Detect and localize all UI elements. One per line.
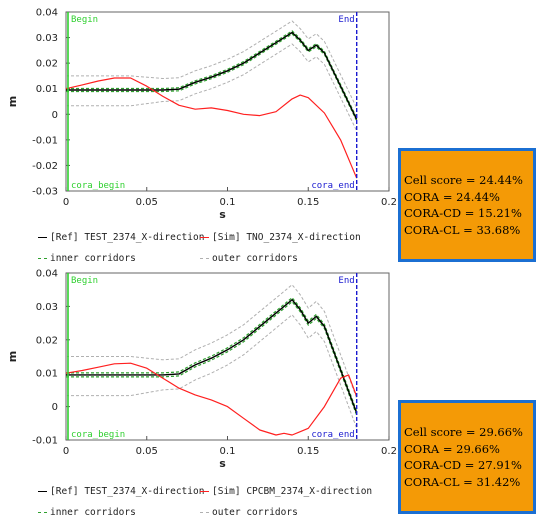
ref-series-line — [66, 31, 358, 120]
chart-2-svg: 0.04 0.03 0.02 0.01 0 -0.01 0 0.05 0.1 0.15 0.2 s m B… — [6, 269, 397, 471]
y-tick-label: -0.01 — [32, 135, 58, 146]
sim-series-line — [65, 362, 358, 436]
legend-inner-label: inner corridors — [50, 253, 136, 264]
x-tick-label: 0.2 — [381, 197, 397, 208]
y-tick-label: 0.04 — [36, 8, 58, 19]
legend-ref-swatch — [38, 491, 47, 492]
legend-inner-label: inner corridors — [50, 507, 136, 518]
inner-corridor-upper — [66, 30, 358, 119]
cora-begin-label: cora_begin — [71, 181, 125, 191]
y-tick-label: 0.02 — [36, 59, 58, 70]
x-axis-title: s — [219, 208, 226, 221]
begin-label: Begin — [71, 15, 98, 25]
legend-ref-label: [Ref] TEST_2374_X-direction — [50, 232, 205, 243]
legend-sim-label: [Sim] TNO_2374_X-direction — [212, 232, 361, 243]
y-axis-title: m — [6, 351, 19, 362]
score-box-1: Cell score = 24.44% CORA = 24.44% CORA-C… — [398, 148, 536, 262]
x-tick-label: 0 — [63, 197, 69, 208]
y-tick-label: 0 — [52, 402, 58, 413]
sim-series-line — [65, 77, 358, 179]
y-tick-label: 0.03 — [36, 33, 58, 44]
score-box-2: Cell score = 29.66% CORA = 29.66% CORA-C… — [398, 400, 536, 514]
y-tick-label: -0.02 — [32, 161, 58, 172]
legend-outer-label: outer corridors — [212, 253, 298, 264]
score-cora: CORA = 29.66% — [404, 441, 500, 456]
plot-area — [65, 11, 390, 192]
legend-sim-label: [Sim] CPCBM_2374_X-direction — [212, 486, 373, 497]
legend-outer: outer corridors — [200, 507, 298, 518]
legend-inner: inner corridors — [38, 507, 136, 518]
legend-outer: outer corridors — [200, 253, 298, 264]
legend-sim-swatch — [200, 491, 209, 492]
x-tick-label: 0 — [63, 446, 69, 457]
inner-corridor-upper — [66, 296, 358, 412]
score-cora: CORA = 24.44% — [404, 189, 500, 204]
x-tick-label: 0.05 — [136, 197, 158, 208]
score-cell: Cell score = 24.44% — [404, 173, 523, 187]
score-cora-cl: CORA-CL = 31.42% — [404, 474, 521, 489]
outer-corridor-lower — [66, 314, 358, 429]
y-tick-label: 0.04 — [36, 269, 58, 280]
y-axis-title: m — [6, 96, 19, 107]
legend-outer-swatch — [200, 512, 209, 513]
score-cell: Cell score = 29.66% — [404, 425, 523, 439]
outer-corridor-upper — [66, 20, 358, 109]
x-tick-label: 0.1 — [220, 446, 236, 457]
x-tick-label: 0.15 — [297, 197, 319, 208]
x-axis-title: s — [219, 457, 226, 470]
inner-corridor-lower — [66, 33, 358, 122]
score-cora-cl: CORA-CL = 33.68% — [404, 222, 521, 237]
x-tick-label: 0.05 — [136, 446, 158, 457]
plot-area — [65, 272, 390, 441]
cora-end-label: cora_end — [311, 181, 354, 191]
chart-panel-1: 0.04 0.03 0.02 0.01 0 -0.01 -0.02 -0.03 0 0.05 0.1… — [0, 0, 397, 265]
legend-sim-swatch — [200, 237, 209, 238]
cora-end-label: cora_end — [311, 430, 354, 440]
legend-ref: [Ref] TEST_2374_X-direction — [38, 486, 204, 497]
y-tick-label: 0.01 — [36, 369, 58, 380]
chart-panel-2: 0.04 0.03 0.02 0.01 0 -0.01 0 0.05 0.1 0.15 0.2 s m B… — [0, 266, 397, 530]
y-tick-label: 0 — [52, 110, 58, 121]
begin-label: Begin — [71, 276, 98, 286]
y-tick-label: 0.01 — [36, 84, 58, 95]
y-tick-label: -0.01 — [32, 436, 58, 447]
end-label: End — [338, 15, 354, 25]
y-tick-label: -0.03 — [32, 187, 58, 198]
legend-ref-swatch — [38, 237, 47, 238]
legend-inner-swatch — [38, 258, 47, 259]
outer-corridor-upper — [66, 283, 358, 399]
x-tick-label: 0.1 — [220, 197, 236, 208]
inner-corridor-lower — [66, 300, 358, 416]
legend-outer-label: outer corridors — [212, 507, 298, 518]
legend-inner-swatch — [38, 512, 47, 513]
legend-outer-swatch — [200, 258, 209, 259]
x-tick-label: 0.2 — [381, 446, 397, 457]
end-label: End — [338, 276, 354, 286]
cora-begin-label: cora_begin — [71, 430, 125, 440]
outer-corridor-lower — [66, 43, 358, 132]
score-cora-cd: CORA-CD = 15.21% — [404, 206, 522, 220]
legend-sim: [Sim] TNO_2374_X-direction — [200, 232, 361, 243]
chart-1-svg: 0.04 0.03 0.02 0.01 0 -0.01 -0.02 -0.03 0 0.05 0.1… — [6, 8, 397, 222]
legend-ref-label: [Ref] TEST_2374_X-direction — [50, 486, 205, 497]
score-cora-cd: CORA-CD = 27.91% — [404, 458, 522, 472]
y-tick-label: 0.03 — [36, 302, 58, 313]
y-tick-label: 0.02 — [36, 335, 58, 346]
legend-sim: [Sim] CPCBM_2374_X-direction — [200, 486, 372, 497]
legend-inner: inner corridors — [38, 253, 136, 264]
x-tick-label: 0.15 — [297, 446, 319, 457]
legend-ref: [Ref] TEST_2374_X-direction — [38, 232, 204, 243]
